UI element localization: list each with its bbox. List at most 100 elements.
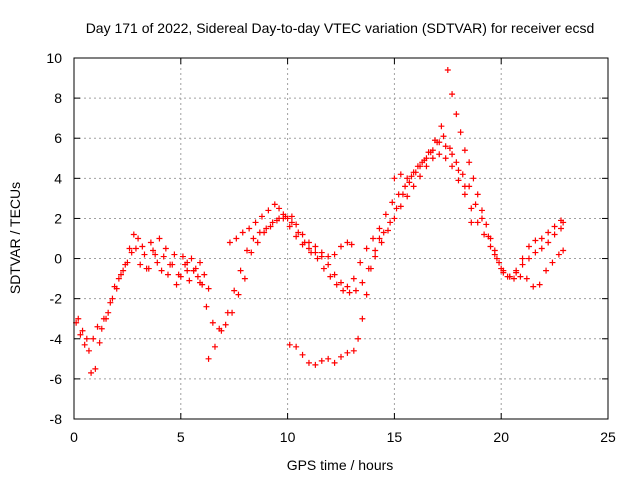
data-point [88, 369, 95, 376]
data-point [107, 299, 114, 306]
data-point [359, 315, 366, 322]
data-point [139, 243, 146, 250]
data-point [325, 253, 332, 260]
data-point [156, 235, 163, 242]
data-point [201, 271, 208, 278]
y-tick-label: 4 [54, 170, 62, 186]
data-point [320, 265, 327, 272]
data-point [79, 327, 86, 334]
data-point [357, 259, 364, 266]
data-point [404, 193, 411, 200]
data-point [244, 247, 251, 254]
data-point [318, 357, 325, 364]
data-point [295, 229, 302, 236]
data-point [197, 279, 204, 286]
data-point [363, 291, 370, 298]
series-track-d [205, 151, 565, 362]
data-point [461, 147, 468, 154]
data-point [555, 251, 562, 258]
data-point [543, 267, 550, 274]
x-tick-label: 0 [70, 429, 78, 445]
data-point [538, 235, 545, 242]
data-point [340, 287, 347, 294]
data-point [276, 205, 283, 212]
data-point [179, 253, 186, 260]
data-point [545, 239, 552, 246]
data-point [391, 215, 398, 222]
data-point [222, 321, 229, 328]
data-point [397, 203, 404, 210]
data-point [466, 159, 473, 166]
data-point [150, 247, 157, 254]
ticks-layer: 0 5 10 15 20 25 -8 -6 -4 -2 0 2 4 6 8 10 [46, 50, 616, 445]
data-point [226, 239, 233, 246]
data-point [92, 365, 99, 372]
data-point [209, 319, 216, 326]
data-point [519, 255, 526, 262]
data-point [429, 155, 436, 162]
data-point [96, 339, 103, 346]
data-point [558, 225, 565, 232]
data-point [511, 275, 518, 282]
data-point [318, 249, 325, 256]
data-point [478, 207, 485, 214]
data-point [449, 91, 456, 98]
points-layer [73, 67, 567, 376]
data-point [525, 255, 532, 262]
data-point [380, 229, 387, 236]
x-tick-label: 15 [387, 429, 403, 445]
data-point [286, 341, 293, 348]
data-point [120, 267, 127, 274]
data-point [154, 259, 161, 266]
data-point [177, 273, 184, 280]
data-point [551, 223, 558, 230]
data-point [205, 285, 212, 292]
data-point [100, 315, 107, 322]
data-point [348, 241, 355, 248]
data-point [363, 245, 370, 252]
data-point [378, 239, 385, 246]
data-point [338, 243, 344, 250]
data-point [446, 145, 453, 152]
data-point [299, 231, 306, 238]
data-point [162, 245, 169, 252]
data-point [344, 349, 351, 356]
data-point [333, 281, 340, 288]
data-point [470, 175, 477, 182]
data-point [94, 323, 101, 330]
data-point [506, 273, 513, 280]
data-point [442, 143, 449, 150]
data-point [327, 273, 334, 280]
data-point [276, 215, 283, 222]
data-point [152, 251, 159, 258]
data-point [410, 169, 417, 176]
data-point [184, 259, 191, 266]
data-point [532, 237, 539, 244]
data-point [500, 269, 507, 276]
data-point [350, 347, 357, 354]
data-point [372, 253, 379, 260]
data-point [280, 211, 287, 218]
y-tick-label: 8 [54, 90, 62, 106]
y-axis-label: SDTVAR / TECUs [7, 182, 23, 294]
data-point [269, 219, 276, 226]
y-tick-label: 0 [54, 251, 62, 267]
data-point [523, 275, 530, 282]
series-track-f [286, 67, 567, 368]
data-point [184, 267, 191, 274]
data-point [382, 211, 389, 218]
data-point [83, 335, 90, 342]
data-point [117, 271, 124, 278]
series-track-g [391, 139, 475, 226]
data-point [461, 191, 468, 198]
data-point [350, 275, 357, 282]
data-point [483, 221, 490, 228]
series-track-b [75, 231, 206, 376]
y-tick-label: 2 [54, 210, 62, 226]
x-tick-label: 25 [600, 429, 616, 445]
data-point [169, 261, 176, 268]
data-point [474, 219, 481, 226]
data-point [231, 287, 238, 294]
